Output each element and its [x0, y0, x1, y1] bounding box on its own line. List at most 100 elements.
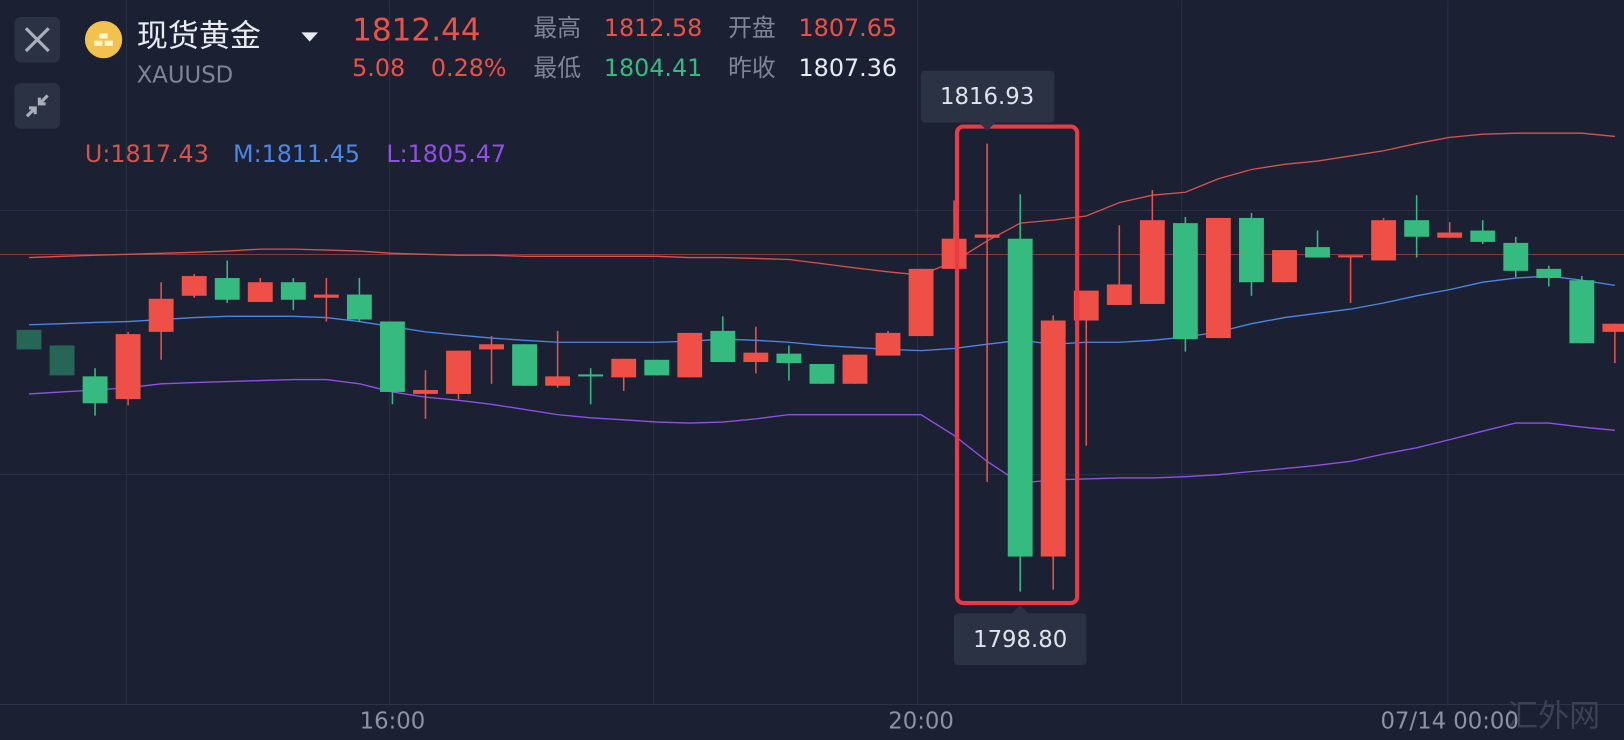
header: 现货黄金 XAUUSD 1812.44 5.08 0.28% 最高 1812.5…	[14, 12, 897, 129]
candle-body	[1470, 230, 1496, 242]
candle	[148, 282, 174, 360]
candle	[1404, 195, 1430, 258]
legend-entry: L:1805.47	[386, 140, 506, 168]
candle-body	[776, 353, 802, 364]
candle	[214, 260, 240, 303]
candle	[313, 278, 339, 322]
candle-body	[875, 332, 901, 356]
candle	[1172, 216, 1198, 352]
plot-area	[0, 132, 1624, 592]
candle	[908, 268, 934, 337]
close-icon	[24, 27, 50, 53]
candle	[16, 329, 42, 350]
stat-value: 1807.36	[799, 54, 897, 82]
candle-body	[545, 376, 571, 386]
candle	[677, 332, 703, 378]
candle	[346, 278, 372, 322]
candle-body	[1172, 223, 1198, 340]
candle-body	[446, 350, 471, 394]
candle	[1536, 265, 1562, 287]
candle	[1106, 225, 1132, 305]
x-tick-label: 07/14 00:00	[1380, 709, 1518, 735]
candle	[479, 336, 504, 384]
candle-body	[49, 345, 75, 376]
band-line	[28, 378, 1615, 484]
candle	[115, 331, 141, 406]
watermark: 汇外网	[1507, 699, 1600, 735]
candle	[1305, 230, 1330, 258]
candle	[82, 368, 108, 416]
candle-body	[1404, 220, 1430, 237]
band-line	[28, 275, 1615, 352]
candle-body	[743, 352, 769, 363]
candle	[1007, 194, 1033, 592]
candle-body	[1239, 217, 1264, 283]
candle-body	[1040, 320, 1066, 557]
candle	[1338, 255, 1363, 303]
collapse-icon	[25, 94, 49, 118]
candle-body	[1205, 217, 1231, 339]
candle	[1205, 217, 1231, 339]
candle-body	[1272, 250, 1297, 283]
candle-body	[842, 354, 868, 384]
stat-label: 昨收	[728, 54, 776, 82]
candle	[809, 364, 835, 384]
stat-value: 1807.65	[799, 14, 897, 42]
legend-entry: M:1811.45	[233, 140, 360, 168]
candle-body	[413, 389, 438, 394]
candle-body	[710, 330, 736, 363]
candle-body	[512, 344, 538, 386]
stat-label: 最低	[533, 54, 581, 82]
gold-bars	[94, 33, 113, 46]
candle-body	[974, 234, 1000, 238]
candle-body	[677, 332, 703, 378]
stat-label: 开盘	[728, 14, 776, 42]
candle-body	[214, 278, 240, 300]
candle	[644, 359, 670, 376]
candle-body	[346, 294, 372, 320]
highlight-box	[954, 124, 1080, 606]
candle	[842, 354, 868, 384]
candle	[413, 370, 438, 419]
candle-body	[380, 321, 405, 392]
candle-body	[280, 282, 306, 300]
instrument-title: 现货黄金	[137, 19, 261, 55]
candle-body	[1536, 268, 1562, 279]
candle-body	[644, 359, 670, 376]
candle	[181, 274, 207, 298]
last-price: 1812.44	[352, 12, 480, 48]
max-label: 1816.93	[940, 84, 1034, 110]
annotation-box	[953, 613, 1087, 666]
candle	[941, 200, 967, 269]
x-tick-label: 16:00	[360, 709, 426, 735]
stat-label: 最高	[533, 14, 581, 42]
candle	[1470, 220, 1496, 244]
candle	[545, 330, 571, 388]
min-label: 1798.80	[973, 627, 1067, 653]
candle-body	[115, 334, 141, 400]
gold-icon	[84, 20, 123, 59]
candle-body	[941, 238, 967, 269]
candle	[49, 345, 75, 376]
candle-body	[313, 294, 339, 298]
candle	[446, 350, 471, 400]
max-annotation: 1816.93	[920, 70, 1055, 131]
annotation-box	[920, 70, 1055, 123]
price-change-pct: 0.28%	[431, 54, 507, 82]
candle-body	[1106, 284, 1132, 305]
candle	[247, 278, 273, 302]
candle-body	[1503, 242, 1529, 271]
candle-body	[1338, 255, 1363, 258]
candle-body	[1007, 238, 1033, 557]
band-line	[28, 132, 1615, 276]
x-tick-label: 20:00	[888, 709, 954, 735]
candle-body	[611, 358, 637, 378]
collapse-button[interactable]	[14, 83, 61, 129]
candle	[1040, 315, 1066, 590]
candle	[1569, 276, 1595, 344]
candle	[1139, 190, 1165, 304]
dropdown-icon[interactable]	[301, 32, 318, 42]
candle	[776, 345, 802, 381]
candle	[380, 321, 405, 405]
